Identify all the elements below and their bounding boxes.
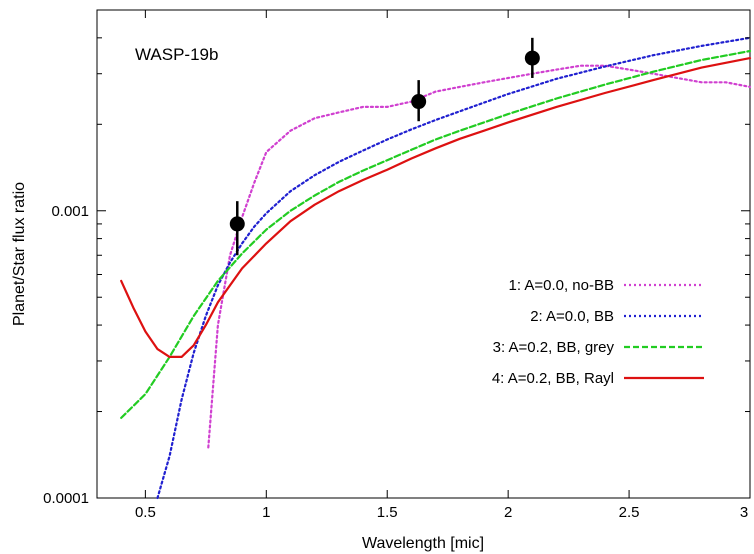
legend-label-3: 3: A=0.2, BB, grey	[493, 339, 615, 356]
y-tick-label: 0.0001	[43, 490, 89, 507]
plot-frame	[96, 9, 751, 499]
legend-label-1: 1: A=0.0, no-BB	[509, 277, 615, 294]
legend-label-2: 2: A=0.0, BB	[530, 308, 614, 325]
series-group	[120, 36, 752, 500]
x-tick-label: 3	[740, 504, 748, 521]
x-tick-label: 2.5	[619, 504, 640, 521]
x-tick-label: 2	[504, 504, 512, 521]
data-point-2	[411, 94, 427, 110]
legend-label-4: 4: A=0.2, BB, Rayl	[492, 370, 614, 387]
chart-title: WASP-19b	[135, 45, 218, 64]
x-axis-ticks: 0.5 1 1.5 2 2.5 3	[135, 10, 751, 521]
series-line-4	[120, 56, 752, 358]
observations-group	[229, 37, 540, 256]
series-line-2	[156, 36, 752, 500]
y-axis-ticks: 0.0001 0.001	[43, 9, 750, 507]
series-line-3	[120, 49, 752, 419]
series-line-1	[207, 64, 752, 449]
y-tick-label: 0.001	[51, 203, 89, 220]
legend: 1: A=0.0, no-BB 2: A=0.0, BB 3: A=0.2, BB,…	[492, 277, 704, 387]
x-axis-label: Wavelength [mic]	[362, 535, 484, 552]
x-tick-label: 0.5	[135, 504, 156, 521]
y-axis-label: Planet/Star flux ratio	[11, 182, 28, 326]
data-point-3	[524, 50, 540, 66]
x-tick-label: 1.5	[377, 504, 398, 521]
x-tick-label: 1	[262, 504, 270, 521]
data-point-1	[229, 216, 245, 232]
